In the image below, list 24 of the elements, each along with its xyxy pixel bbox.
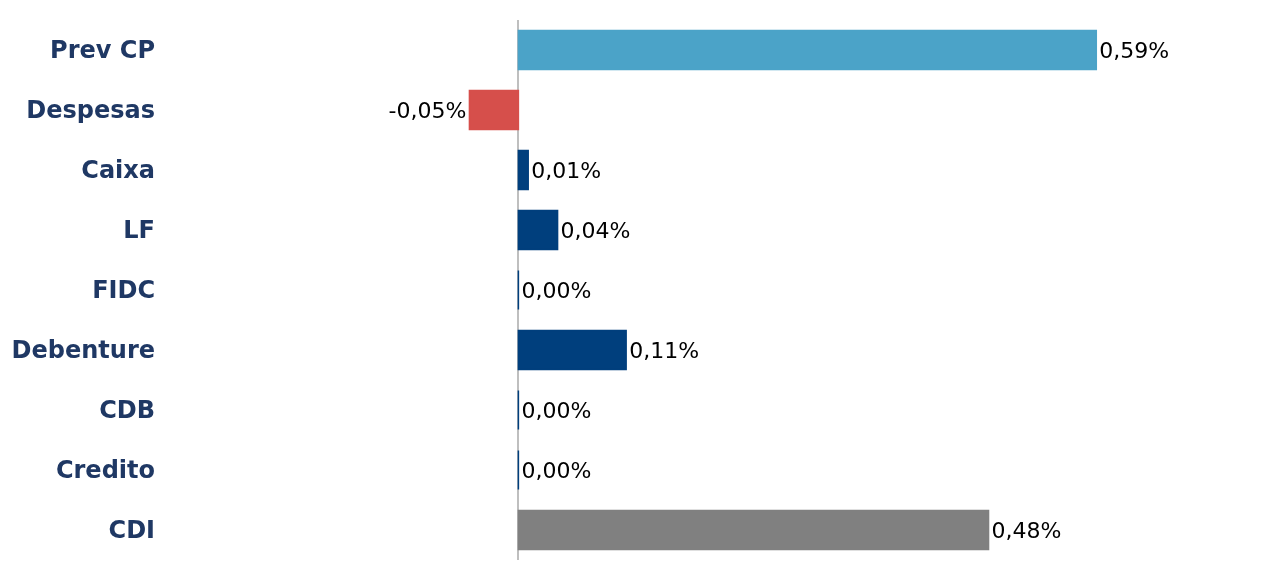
- y-tick-label: FIDC: [92, 276, 155, 305]
- bar: [517, 29, 1098, 71]
- bar: [517, 209, 559, 251]
- data-label: 0,48%: [991, 517, 1062, 543]
- y-tick-label: LF: [123, 216, 155, 245]
- y-tick-label: Despesas: [26, 96, 155, 125]
- data-label: 0,01%: [531, 157, 602, 183]
- data-label: 0,59%: [1099, 37, 1170, 63]
- y-tick-label: Credito: [55, 456, 155, 485]
- bar: [468, 89, 520, 131]
- y-tick-label: Caixa: [81, 156, 155, 185]
- y-tick-label: Prev CP: [50, 36, 155, 65]
- bar: [517, 509, 990, 551]
- y-tick-label: Debenture: [11, 336, 155, 365]
- data-label: 0,00%: [521, 397, 592, 423]
- data-label: 0,04%: [560, 217, 631, 243]
- data-label: 0,00%: [521, 277, 592, 303]
- data-label: 0,11%: [629, 337, 700, 363]
- data-label: -0,05%: [388, 97, 467, 123]
- data-label: 0,00%: [521, 457, 592, 483]
- y-tick-label: CDI: [108, 516, 155, 545]
- y-tick-label: CDB: [99, 396, 155, 425]
- bar: [517, 149, 529, 191]
- bar: [517, 329, 627, 371]
